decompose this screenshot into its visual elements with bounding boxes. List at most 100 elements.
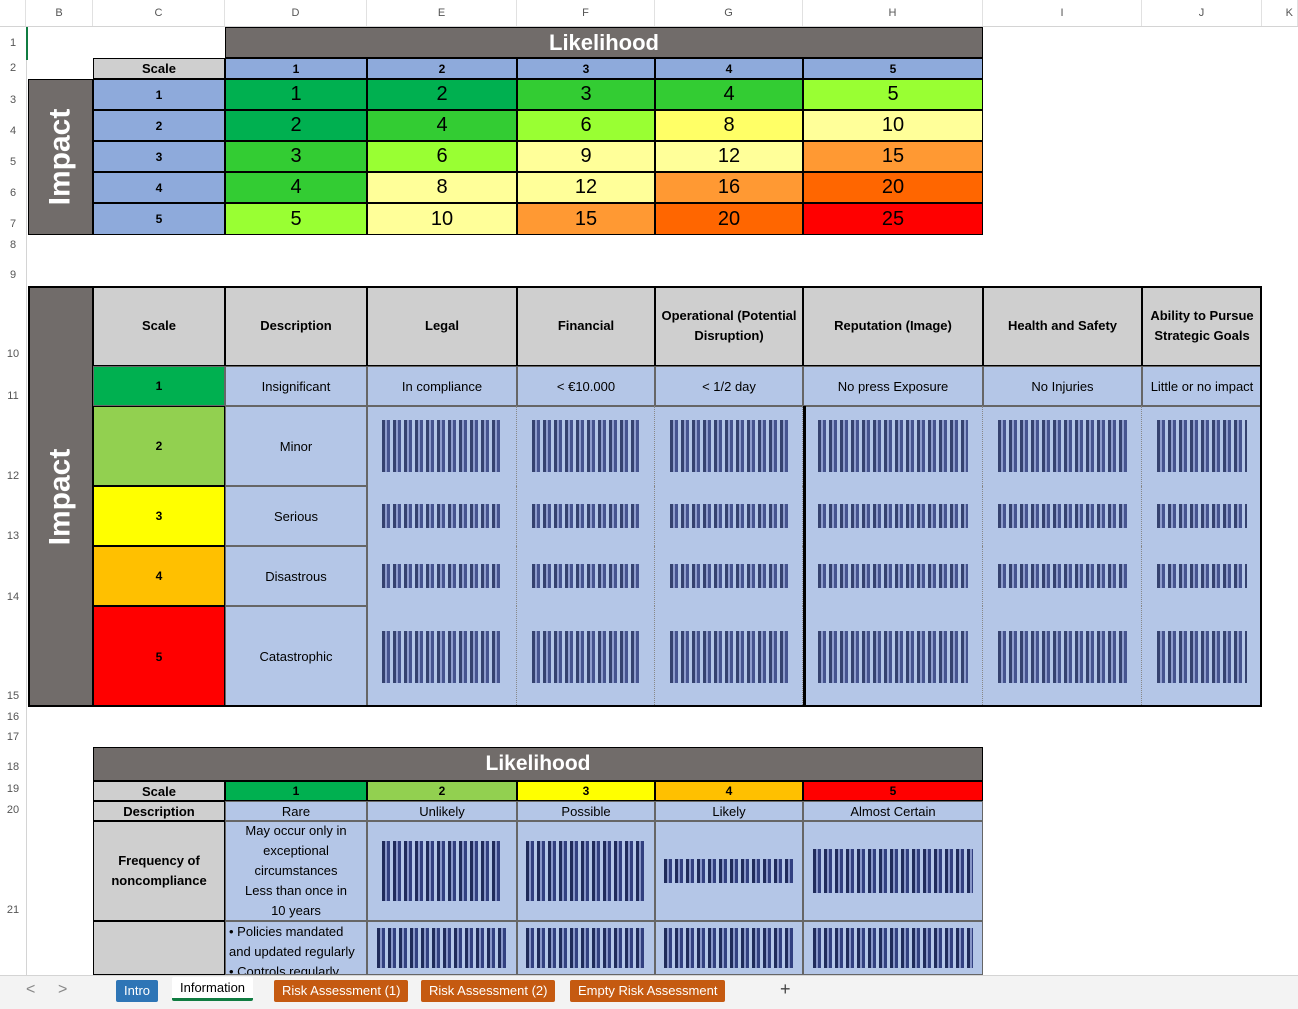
tab-risk-assessment-1[interactable]: Risk Assessment (1) (274, 980, 409, 1002)
impact-row1-cell: 1 (93, 366, 225, 406)
controls-likely-cell (655, 921, 803, 975)
impact-redacted-cell (517, 406, 655, 486)
row-header[interactable]: 7 (9, 218, 17, 230)
row-header[interactable]: 10 (6, 348, 20, 360)
row-header[interactable]: 5 (9, 156, 17, 168)
impact-table-title: Impact (28, 286, 93, 707)
redacted-text (669, 630, 788, 683)
redacted-text (817, 564, 968, 588)
impact-table-label: Impact (43, 448, 77, 545)
matrix-impact-label: Impact (43, 108, 77, 206)
redacted-text (669, 564, 788, 588)
impact-redacted-cell (983, 406, 1142, 486)
impact-scale-cell: 5 (93, 606, 225, 707)
matrix-cell: 4 (225, 172, 367, 203)
impact-row1-cell: No Injuries (983, 366, 1142, 406)
row-header[interactable]: 1 (9, 37, 17, 49)
column-header-j[interactable]: J (1142, 0, 1262, 26)
active-cell-indicator[interactable] (26, 27, 30, 60)
frequency-rare-cell: May occur only in exceptional circumstan… (225, 821, 367, 921)
row-header[interactable]: 18 (6, 761, 20, 773)
tab-intro[interactable]: Intro (116, 980, 159, 1002)
redacted-text (997, 504, 1127, 528)
frequency-possible-cell (517, 821, 655, 921)
impact-redacted-cell (367, 406, 517, 486)
redacted-text (1156, 564, 1247, 588)
column-header-h[interactable]: H (803, 0, 983, 26)
row-header[interactable]: 19 (6, 783, 20, 795)
row-header[interactable]: 17 (6, 731, 20, 743)
impact-redacted-cell (983, 486, 1142, 546)
impact-row1-cell: Insignificant (225, 366, 367, 406)
column-header-g[interactable]: G (655, 0, 803, 26)
redacted-text (997, 420, 1127, 472)
row-header[interactable]: 12 (6, 470, 20, 482)
matrix-cell: 6 (367, 141, 517, 172)
matrix-row-head: 3 (93, 141, 225, 172)
next-sheet-button[interactable]: > (58, 981, 68, 998)
column-header-a[interactable] (0, 0, 26, 26)
impact-redacted-cell (655, 486, 803, 546)
matrix-cell: 1 (225, 79, 367, 110)
matrix-scale-label: Scale (93, 58, 225, 79)
likelihood-scale-cell: 5 (803, 781, 983, 801)
row-header[interactable]: 15 (6, 690, 20, 702)
matrix-cell: 2 (225, 110, 367, 141)
likelihood-description-label: Description (93, 801, 225, 821)
row-header[interactable]: 8 (9, 239, 17, 251)
matrix-col-head: 1 (225, 58, 367, 79)
likelihood-description-cell: Possible (517, 801, 655, 821)
tab-empty-risk-assessment[interactable]: Empty Risk Assessment (570, 980, 726, 1002)
matrix-cell: 12 (655, 141, 803, 172)
redacted-text (381, 564, 502, 588)
column-header-b[interactable]: B (26, 0, 93, 26)
impact-redacted-cell (983, 606, 1142, 707)
impact-redacted-cell (655, 406, 803, 486)
row-header[interactable]: 20 (6, 804, 20, 816)
tab-risk-assessment-2[interactable]: Risk Assessment (2) (421, 980, 556, 1002)
column-header-f[interactable]: F (517, 0, 655, 26)
column-header-i[interactable]: I (983, 0, 1142, 26)
column-header-k[interactable]: K (1262, 0, 1298, 26)
tab-information[interactable]: Information (172, 977, 254, 1001)
impact-scale-cell: 4 (93, 546, 225, 606)
redacted-text (381, 420, 502, 472)
redacted-text (817, 420, 968, 472)
impact-scale-cell: 2 (93, 406, 225, 486)
add-sheet-button[interactable]: + (780, 979, 791, 999)
row-header[interactable]: 2 (9, 62, 17, 74)
impact-redacted-cell (367, 486, 517, 546)
impact-redacted-cell (1142, 606, 1262, 707)
likelihood-scale-cell: 3 (517, 781, 655, 801)
impact-header: Health and Safety (983, 286, 1142, 366)
frequency-likely-cell (655, 821, 803, 921)
redacted-text (1156, 504, 1247, 528)
row-header[interactable]: 4 (9, 125, 17, 137)
row-header[interactable]: 21 (6, 904, 20, 916)
row-header[interactable]: 6 (9, 187, 17, 199)
redacted-text (381, 504, 502, 528)
column-header-e[interactable]: E (367, 0, 517, 26)
impact-header: Ability to Pursue Strategic Goals (1142, 286, 1262, 366)
prev-sheet-button[interactable]: < (26, 981, 36, 998)
matrix-impact-title: Impact (28, 79, 93, 235)
impact-row1-cell: < €10.000 (517, 366, 655, 406)
likelihood-description-cell: Unlikely (367, 801, 517, 821)
row-header[interactable]: 3 (9, 94, 17, 106)
impact-description-cell: Serious (225, 486, 367, 546)
row-header[interactable]: 13 (6, 530, 20, 542)
column-header-d[interactable]: D (225, 0, 367, 26)
impact-header: Operational (Potential Disruption) (655, 286, 803, 366)
impact-header: Reputation (Image) (803, 286, 983, 366)
matrix-col-head: 5 (803, 58, 983, 79)
matrix-row-head: 5 (93, 203, 225, 235)
column-header-c[interactable]: C (93, 0, 225, 26)
impact-header: Financial (517, 286, 655, 366)
row-header[interactable]: 11 (7, 390, 19, 402)
matrix-col-head: 3 (517, 58, 655, 79)
row-header[interactable]: 16 (6, 711, 20, 723)
impact-redacted-cell (983, 546, 1142, 606)
row-header[interactable]: 9 (9, 269, 17, 281)
row-header[interactable]: 14 (6, 591, 20, 603)
impact-scale-cell: 3 (93, 486, 225, 546)
